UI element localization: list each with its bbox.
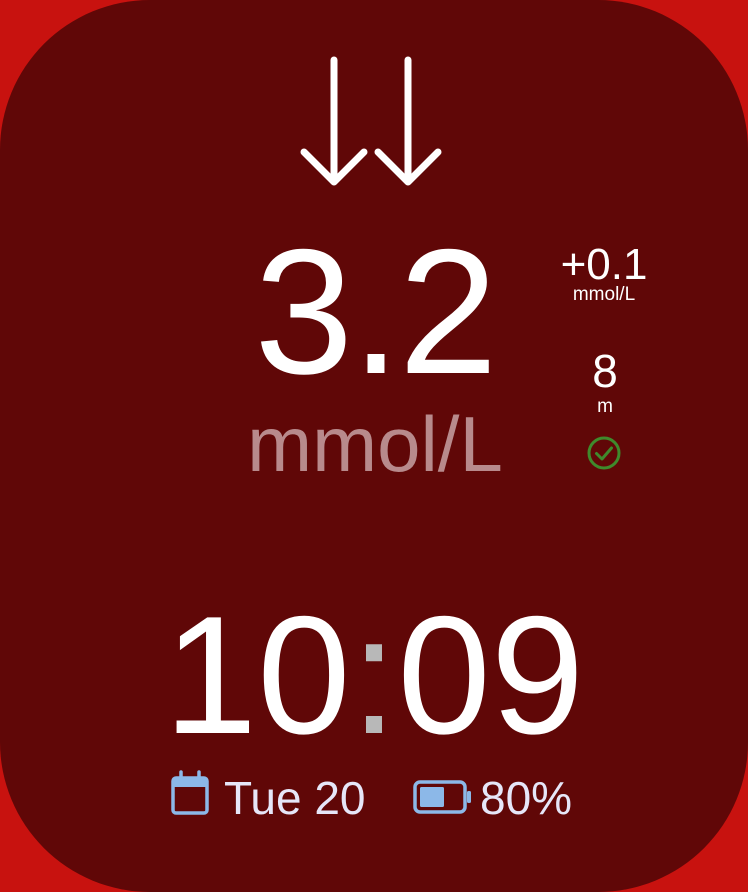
battery-fill xyxy=(420,787,444,807)
check-circle-icon xyxy=(587,436,621,470)
reading-age-unit: m xyxy=(597,396,613,417)
clock-minutes: 09 xyxy=(397,581,585,769)
glucose-value: 3.2 xyxy=(254,212,497,411)
glucose-delta-value: +0.1 xyxy=(560,240,648,289)
date-text[interactable]: Tue 20 xyxy=(224,772,366,824)
double-down-arrow-icon xyxy=(300,56,442,186)
clock-separator: : xyxy=(350,581,398,769)
glucose-delta-unit: mmol/L xyxy=(572,284,636,305)
battery-icon[interactable] xyxy=(413,780,473,814)
clock-hours: 10 xyxy=(163,581,351,769)
glucose-unit: mmol/L xyxy=(247,400,503,488)
reading-age-value: 8 xyxy=(592,345,618,397)
battery-percent[interactable]: 80% xyxy=(480,772,573,824)
clock-time: 10:09 xyxy=(120,590,628,760)
calendar-icon[interactable] xyxy=(170,770,210,816)
